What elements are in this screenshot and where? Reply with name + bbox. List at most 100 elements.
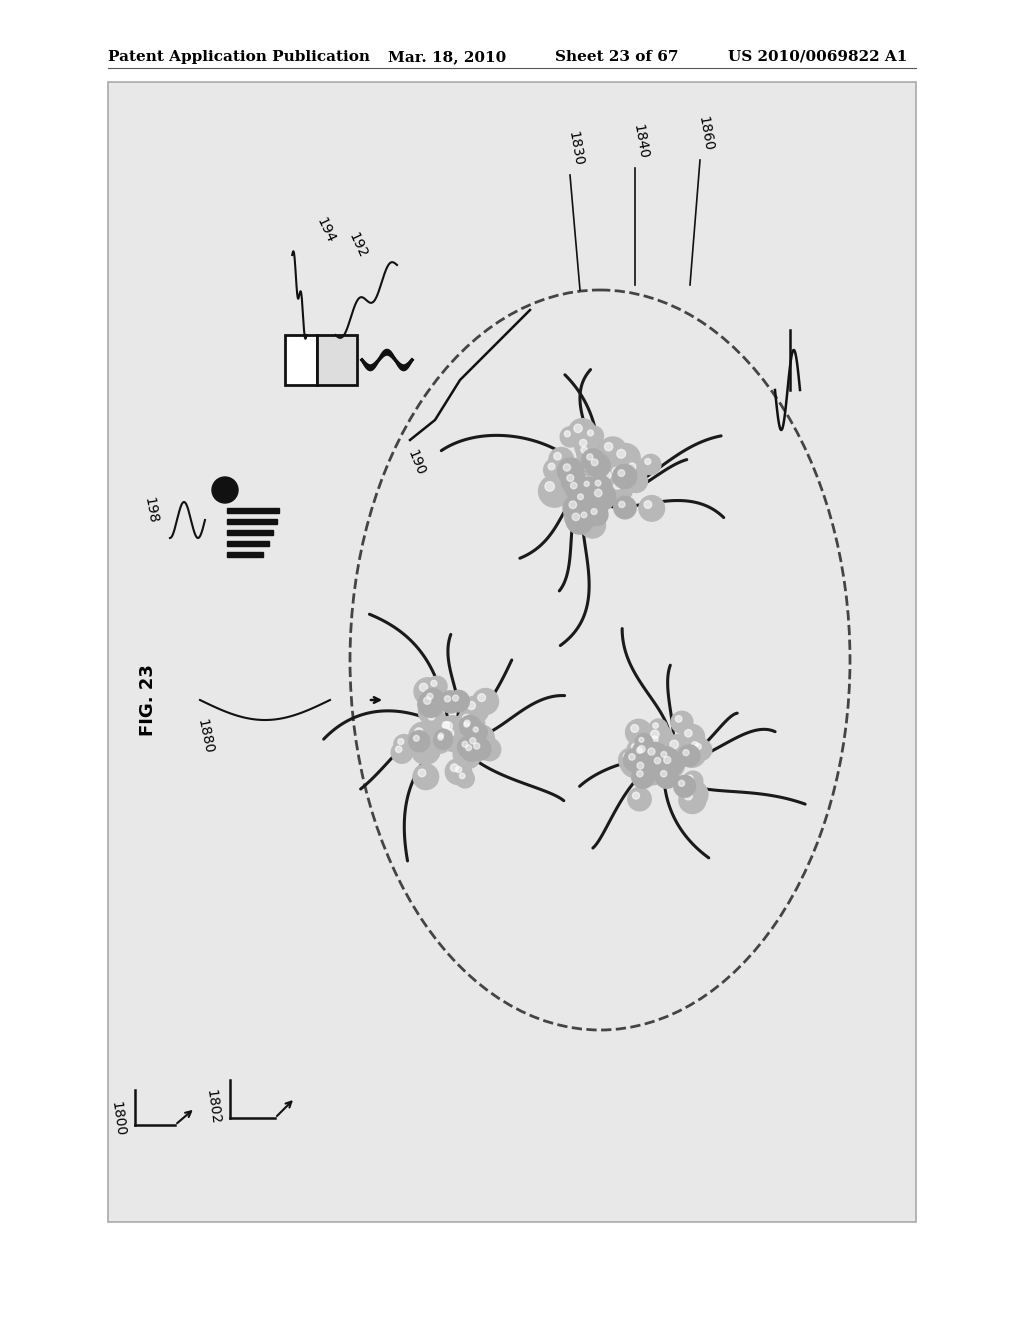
Circle shape xyxy=(613,496,636,519)
Circle shape xyxy=(628,788,651,810)
Circle shape xyxy=(588,430,594,436)
Circle shape xyxy=(391,742,413,763)
Circle shape xyxy=(629,754,635,760)
Bar xyxy=(285,335,317,385)
Circle shape xyxy=(451,764,458,772)
Circle shape xyxy=(612,465,637,488)
Circle shape xyxy=(591,459,598,466)
Circle shape xyxy=(549,447,573,473)
Circle shape xyxy=(471,731,480,739)
Circle shape xyxy=(685,730,692,737)
Circle shape xyxy=(595,490,602,496)
Circle shape xyxy=(413,764,438,789)
Circle shape xyxy=(415,727,423,737)
Circle shape xyxy=(637,762,644,770)
Bar xyxy=(108,82,916,1222)
Circle shape xyxy=(589,483,615,511)
Circle shape xyxy=(582,477,588,483)
Circle shape xyxy=(457,715,480,738)
Text: 1880: 1880 xyxy=(195,718,216,755)
Circle shape xyxy=(632,743,638,750)
Circle shape xyxy=(648,748,655,755)
Circle shape xyxy=(581,512,587,517)
Circle shape xyxy=(616,449,626,458)
Circle shape xyxy=(565,478,589,500)
Circle shape xyxy=(674,775,695,797)
Circle shape xyxy=(460,718,478,737)
Circle shape xyxy=(409,731,430,751)
Circle shape xyxy=(572,513,580,520)
Circle shape xyxy=(591,508,597,515)
Circle shape xyxy=(591,455,598,463)
Circle shape xyxy=(472,689,499,714)
Circle shape xyxy=(585,475,608,498)
Circle shape xyxy=(465,733,486,755)
Circle shape xyxy=(586,469,609,492)
Circle shape xyxy=(637,771,643,777)
Circle shape xyxy=(445,729,454,738)
Circle shape xyxy=(434,729,453,747)
Circle shape xyxy=(585,466,608,488)
Circle shape xyxy=(580,478,598,495)
Circle shape xyxy=(680,725,705,750)
Circle shape xyxy=(679,780,685,787)
Circle shape xyxy=(639,495,665,521)
Circle shape xyxy=(564,477,571,483)
Circle shape xyxy=(563,495,590,521)
Circle shape xyxy=(437,717,462,741)
Circle shape xyxy=(650,730,659,739)
Circle shape xyxy=(439,690,462,713)
Circle shape xyxy=(684,792,692,800)
Circle shape xyxy=(559,473,583,495)
Circle shape xyxy=(651,737,658,743)
Circle shape xyxy=(435,738,440,743)
Circle shape xyxy=(412,735,440,764)
Circle shape xyxy=(678,744,699,767)
Circle shape xyxy=(420,684,428,692)
Circle shape xyxy=(465,725,495,754)
Circle shape xyxy=(637,747,642,754)
Circle shape xyxy=(568,418,596,446)
Circle shape xyxy=(457,709,484,737)
Circle shape xyxy=(664,756,671,763)
Circle shape xyxy=(427,693,433,700)
Circle shape xyxy=(564,430,570,437)
Circle shape xyxy=(569,502,577,508)
Bar xyxy=(227,531,273,535)
Circle shape xyxy=(630,756,653,779)
Circle shape xyxy=(469,738,490,760)
Bar xyxy=(227,508,279,513)
Circle shape xyxy=(618,470,625,477)
Circle shape xyxy=(653,759,662,767)
Circle shape xyxy=(632,766,654,788)
Circle shape xyxy=(665,734,693,763)
Circle shape xyxy=(590,479,597,487)
Circle shape xyxy=(654,758,660,764)
Circle shape xyxy=(418,770,426,776)
Circle shape xyxy=(658,751,683,776)
Circle shape xyxy=(464,722,469,727)
Circle shape xyxy=(544,458,566,482)
Circle shape xyxy=(445,759,471,784)
Circle shape xyxy=(595,480,601,486)
Circle shape xyxy=(458,737,478,758)
Circle shape xyxy=(447,690,469,711)
Circle shape xyxy=(408,726,435,754)
Circle shape xyxy=(632,743,653,764)
Circle shape xyxy=(607,462,632,487)
Circle shape xyxy=(638,767,656,785)
Circle shape xyxy=(624,748,647,772)
Circle shape xyxy=(596,474,606,483)
Circle shape xyxy=(428,714,435,719)
Circle shape xyxy=(577,508,597,528)
Circle shape xyxy=(570,482,577,488)
Circle shape xyxy=(431,680,437,686)
Circle shape xyxy=(632,756,655,781)
Text: 1802: 1802 xyxy=(203,1088,222,1125)
Circle shape xyxy=(573,424,583,433)
Circle shape xyxy=(680,780,708,808)
Circle shape xyxy=(656,747,677,768)
Circle shape xyxy=(570,478,594,502)
Circle shape xyxy=(670,741,679,748)
Circle shape xyxy=(443,722,453,730)
